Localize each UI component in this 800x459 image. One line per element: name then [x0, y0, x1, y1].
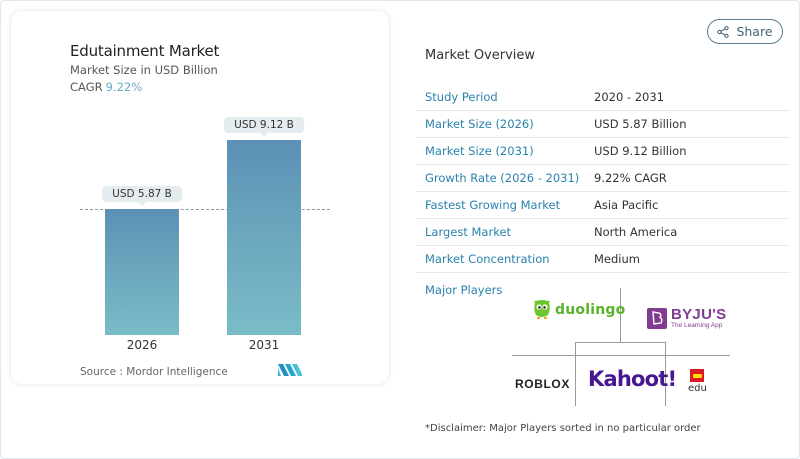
- overview-value: Asia Pacific: [594, 198, 659, 212]
- share-button[interactable]: Share: [707, 19, 783, 44]
- kahoot-logo[interactable]: Kahoot!: [588, 367, 677, 391]
- overview-row-market-size-2026: Market Size (2026) USD 5.87 Billion: [416, 111, 790, 138]
- x-tick-2026: 2026: [126, 338, 158, 352]
- overview-row-market-concentration: Market Concentration Medium: [416, 246, 790, 273]
- lego-education-logo[interactable]: edu: [688, 369, 707, 394]
- duolingo-logo[interactable]: duolingo: [532, 299, 625, 321]
- major-players-label[interactable]: Major Players: [425, 283, 503, 297]
- overview-value: Medium: [594, 252, 640, 266]
- players-disclaimer: *Disclaimer: Major Players sorted in no …: [425, 423, 701, 434]
- source-text: Source : Mordor Intelligence: [80, 366, 228, 378]
- mordor-intelligence-logo-icon: [278, 364, 302, 376]
- share-label: Share: [736, 24, 773, 39]
- overview-value: USD 5.87 Billion: [594, 117, 687, 131]
- overview-key[interactable]: Market Size (2031): [425, 144, 534, 158]
- chart-title: Edutainment Market: [70, 42, 220, 60]
- divider-vertical-top: [620, 288, 621, 342]
- roblox-logo[interactable]: ROBLOX: [515, 377, 570, 391]
- overview-row-market-size-2031: Market Size (2031) USD 9.12 Billion: [416, 138, 790, 165]
- overview-value: USD 9.12 Billion: [594, 144, 687, 158]
- byjus-b-icon: [647, 307, 667, 329]
- byjus-logo[interactable]: BYJU'S The Learning App: [647, 307, 726, 330]
- bar-label-2031: USD 9.12 B: [224, 117, 304, 137]
- cagr-label: CAGR: [70, 80, 103, 94]
- reference-dashed-line: [80, 209, 330, 210]
- bar-label-2026: USD 5.87 B: [102, 186, 182, 206]
- kahoot-box-top: [575, 342, 666, 343]
- overview-value: North America: [594, 225, 678, 239]
- duolingo-owl-icon: [534, 300, 550, 319]
- overview-key[interactable]: Largest Market: [425, 225, 512, 239]
- kahoot-box-right: [665, 342, 666, 406]
- lego-brick-icon: [690, 369, 705, 382]
- market-overview-title: Market Overview: [425, 48, 536, 63]
- share-icon: [717, 25, 730, 38]
- divider-horizontal: [512, 355, 730, 356]
- overview-key[interactable]: Market Concentration: [425, 252, 550, 266]
- chart-cagr: CAGR 9.22%: [70, 80, 142, 94]
- bar-2026: [105, 209, 179, 335]
- overview-row-largest-market: Largest Market North America: [416, 219, 790, 246]
- overview-row-fastest-growing: Fastest Growing Market Asia Pacific: [416, 192, 790, 219]
- chart-card: [10, 10, 390, 385]
- overview-value: 9.22% CAGR: [594, 171, 667, 185]
- overview-key[interactable]: Fastest Growing Market: [425, 198, 561, 212]
- chart-subtitle: Market Size in USD Billion: [70, 63, 218, 77]
- overview-key[interactable]: Growth Rate (2026 - 2031): [425, 171, 580, 185]
- duolingo-wordmark: duolingo: [555, 302, 626, 318]
- bar-chart-plot: USD 5.87 B USD 9.12 B: [70, 110, 330, 335]
- overview-key[interactable]: Market Size (2026): [425, 117, 534, 131]
- overview-value: 2020 - 2031: [594, 90, 664, 104]
- overview-key[interactable]: Study Period: [425, 90, 498, 104]
- market-overview-table: Study Period 2020 - 2031 Market Size (20…: [416, 84, 790, 273]
- x-tick-2031: 2031: [248, 338, 280, 352]
- cagr-value: 9.22%: [105, 80, 143, 94]
- byjus-wordmark: BYJU'S: [671, 306, 727, 323]
- overview-row-growth-rate: Growth Rate (2026 - 2031) 9.22% CAGR: [416, 165, 790, 192]
- lego-edu-wordmark: edu: [688, 383, 707, 394]
- bar-2031: [227, 140, 301, 335]
- byjus-tagline: The Learning App: [671, 322, 723, 329]
- overview-row-study-period: Study Period 2020 - 2031: [416, 84, 790, 111]
- kahoot-box-left: [575, 342, 576, 406]
